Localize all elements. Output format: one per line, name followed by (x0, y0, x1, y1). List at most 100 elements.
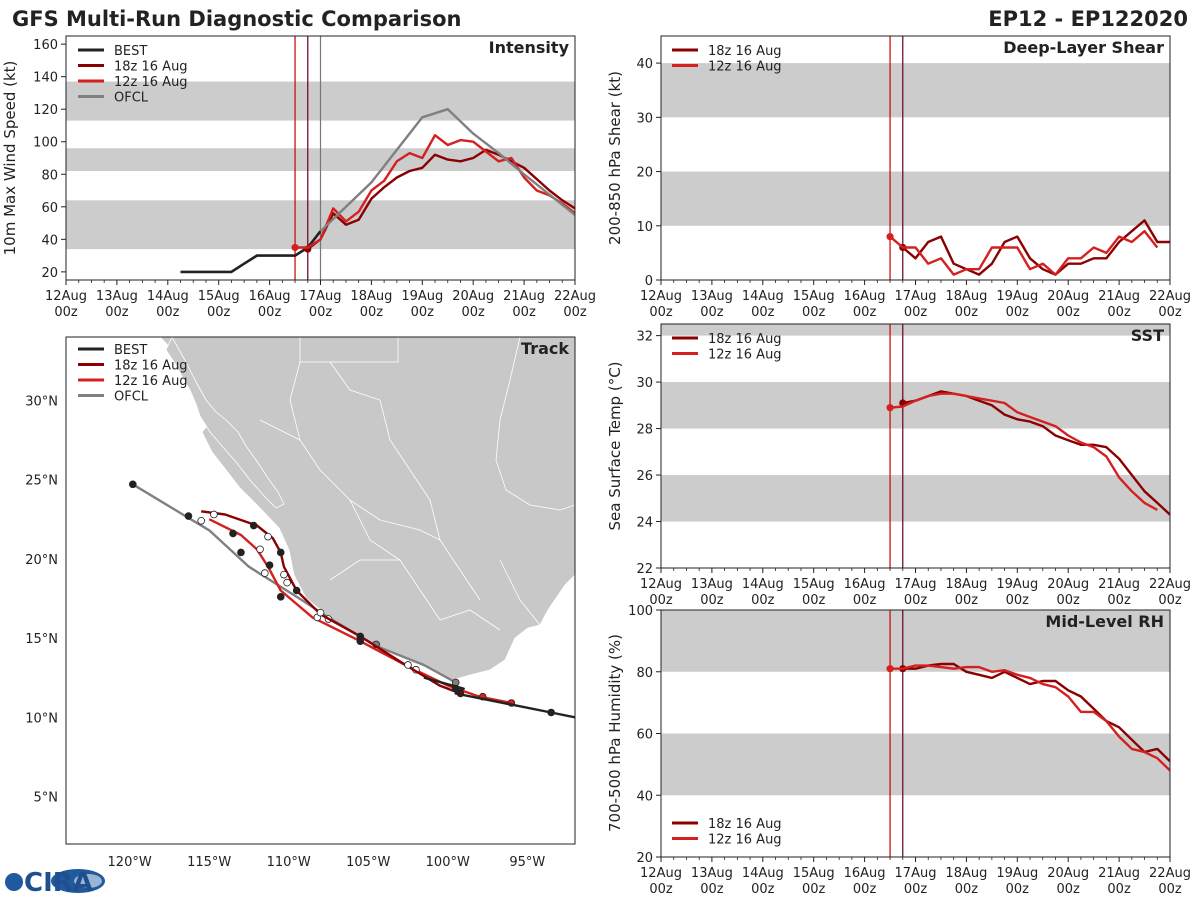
track-legend-label-1: 18z 16 Aug (114, 359, 188, 374)
shear-series-line-1 (889, 229, 1159, 276)
rh-x-tick-hour-1: 00z (700, 882, 724, 897)
rh-shaded-bands (661, 610, 1170, 796)
rh-band-1 (661, 610, 1170, 672)
shear-y-axis-label: 200-850 hPa Shear (kt) (606, 71, 624, 245)
sst-x-tick-hour-9: 00z (1107, 593, 1131, 608)
intensity-series-line-0 (180, 230, 322, 274)
intensity-x-tick-date-6: 18Aug (350, 289, 392, 304)
rh-x-tick-date-1: 13Aug (691, 866, 733, 881)
shear-x-tick-hour-7: 00z (1006, 305, 1030, 320)
track-axis-ticks: 120°W 115°W 110°W 105°W 100°W 95°W 5°N 10°N 15°N… (25, 394, 545, 870)
rh-x-tick-date-4: 16Aug (844, 866, 886, 881)
sst-y-tick-label-3: 28 (636, 423, 653, 438)
rh-y-tick-label-3: 80 (636, 666, 653, 681)
track-x-tick-label-5: 95°W (509, 855, 545, 870)
shear-band-1 (661, 63, 1170, 118)
rh-series (886, 662, 1170, 772)
sst-series-start-point-1 (886, 404, 894, 412)
sst-x-tick-date-6: 18Aug (945, 577, 987, 592)
intensity-x-tick-hour-7: 00z (411, 305, 435, 320)
track-x-tick-label-4: 100°W (426, 855, 470, 870)
track-point-3-7 (184, 512, 193, 520)
shear-x-ticks: 12Aug00z13Aug00z14Aug00z15Aug00z16Aug00z… (640, 280, 1191, 320)
track-series (129, 480, 575, 719)
intensity-x-tick-date-8: 20Aug (452, 289, 494, 304)
sst-legend-label-0: 18z 16 Aug (708, 332, 782, 347)
track-point-0-0 (547, 708, 555, 717)
sst-x-tick-date-2: 14Aug (742, 577, 784, 592)
intensity-y-tick-label-3: 80 (41, 168, 58, 183)
shear-x-tick-date-9: 21Aug (1098, 289, 1140, 304)
sst-x-tick-hour-1: 00z (700, 593, 724, 608)
track-y-tick-label-2: 15°N (25, 632, 58, 647)
intensity-x-tick-date-2: 14Aug (147, 289, 189, 304)
intensity-x-tick-date-10: 22Aug (554, 289, 596, 304)
intensity-x-tick-hour-0: 00z (54, 305, 78, 320)
track-legend-label-0: BEST (114, 343, 147, 358)
intensity-y-tick-label-0: 20 (41, 266, 58, 281)
track-point-1-2 (356, 632, 365, 641)
track-point-1-8 (249, 521, 258, 530)
sst-x-tick-date-5: 17Aug (895, 577, 937, 592)
rh-y-axis-label: 700-500 hPa Humidity (%) (606, 634, 624, 832)
shear-series-line-0 (902, 219, 1170, 276)
sst-x-tick-date-3: 15Aug (793, 577, 835, 592)
track-y-tick-label-5: 30°N (25, 394, 58, 409)
sst-x-ticks: 12Aug00z13Aug00z14Aug00z15Aug00z16Aug00z… (640, 568, 1191, 608)
sst-x-tick-hour-0: 00z (649, 593, 673, 608)
rh-x-tick-hour-7: 00z (1006, 882, 1030, 897)
shear-x-tick-hour-8: 00z (1057, 305, 1081, 320)
track-point-2-8 (229, 529, 237, 538)
shear-panel-title: Deep-Layer Shear (1003, 38, 1164, 57)
rh-legend-label-0: 18z 16 Aug (708, 817, 782, 832)
rh-x-tick-hour-8: 00z (1057, 882, 1081, 897)
intensity-series-start-point-2 (291, 243, 299, 252)
intensity-x-tick-hour-5: 00z (309, 305, 333, 320)
track-point-1-3 (316, 608, 325, 617)
intensity-x-tick-date-9: 21Aug (503, 289, 545, 304)
shear-x-tick-hour-6: 00z (955, 305, 979, 320)
sst-y-ticks: 22 24 26 28 30 32 (636, 330, 661, 577)
track-x-tick-label-0: 120°W (108, 855, 152, 870)
sst-band-2 (661, 324, 1170, 336)
sst-series-line-1 (889, 392, 1158, 511)
track-x-tick-label-1: 115°W (187, 855, 231, 870)
intensity-legend-label-3: OFCL (114, 91, 149, 106)
rh-x-tick-date-0: 12Aug (640, 866, 682, 881)
rh-legend-label-1: 12z 16 Aug (708, 833, 782, 848)
intensity-legend-label-0: BEST (114, 44, 147, 59)
cira-logo-text: CIRA (24, 868, 93, 898)
sst-x-tick-hour-10: 00z (1158, 593, 1182, 608)
shear-y-ticks: 0 10 20 30 40 (636, 57, 661, 289)
rh-series-start-point-1 (886, 665, 894, 673)
intensity-series-line-2 (295, 133, 575, 249)
rh-y-tick-label-2: 60 (636, 728, 653, 743)
rh-y-tick-label-4: 100 (628, 604, 653, 619)
track-y-tick-label-3: 20°N (25, 553, 58, 568)
sst-y-axis-label: Sea Surface Temp (°C) (606, 361, 624, 530)
rh-x-tick-hour-2: 00z (751, 882, 775, 897)
rh-init-time-lines (889, 610, 904, 857)
rh-y-tick-label-1: 40 (636, 789, 653, 804)
shear-x-tick-date-5: 17Aug (895, 289, 937, 304)
rh-x-tick-date-5: 17Aug (895, 866, 937, 881)
intensity-x-tick-hour-3: 00z (207, 305, 231, 320)
sst-y-tick-label-5: 32 (636, 330, 653, 345)
shear-series-start-point-1 (886, 233, 894, 241)
rh-x-tick-hour-9: 00z (1107, 882, 1131, 897)
sst-x-tick-hour-2: 00z (751, 593, 775, 608)
land-mass-baja (165, 337, 285, 509)
track-point-3-3 (276, 593, 285, 601)
rh-x-tick-date-2: 14Aug (742, 866, 784, 881)
intensity-x-tick-date-7: 19Aug (401, 289, 443, 304)
rh-x-tick-date-8: 20Aug (1047, 866, 1089, 881)
rh-x-tick-hour-0: 00z (649, 882, 673, 897)
shear-x-tick-date-2: 14Aug (742, 289, 784, 304)
shear-x-tick-date-4: 16Aug (844, 289, 886, 304)
intensity-legend-label-2: 12z 16 Aug (114, 75, 188, 90)
shear-legend-label-0: 18z 16 Aug (708, 44, 782, 59)
